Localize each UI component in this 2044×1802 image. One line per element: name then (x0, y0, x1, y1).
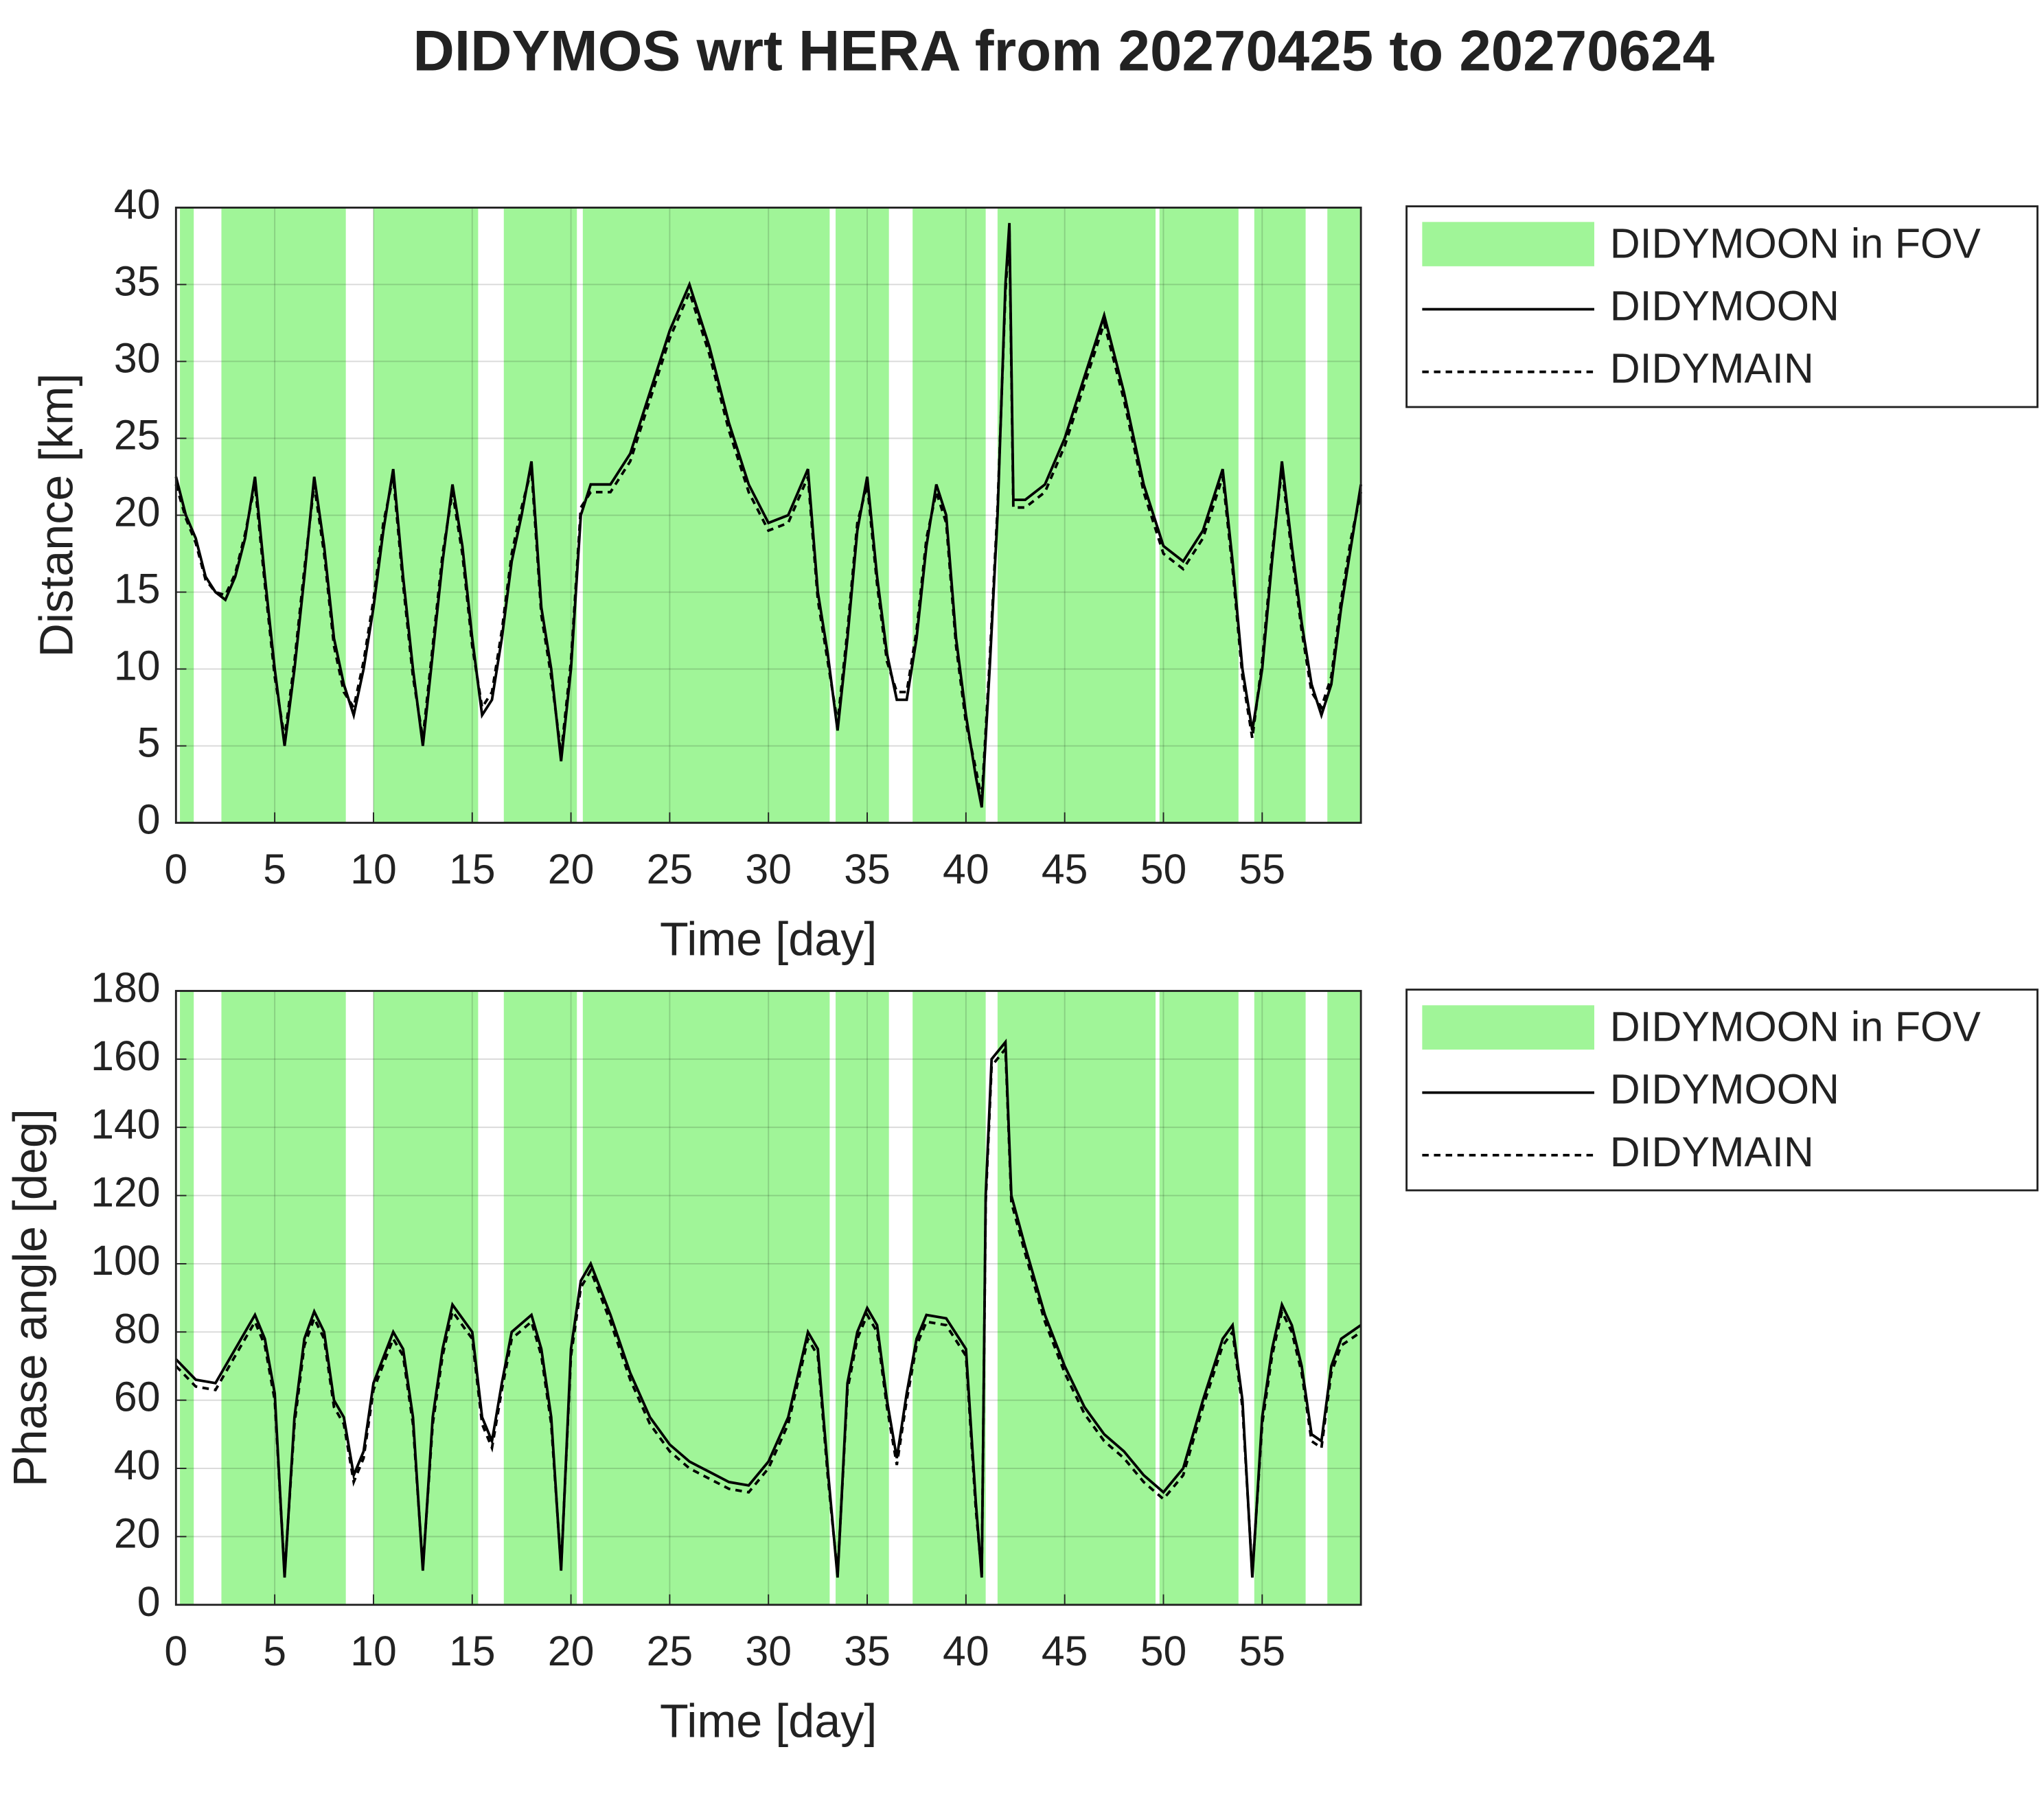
y-tick-label: 20 (114, 1510, 161, 1556)
x-tick-label: 5 (263, 846, 286, 892)
x-tick-label: 50 (1140, 1628, 1187, 1674)
y-tick-label: 40 (114, 181, 161, 227)
y-tick-label: 0 (137, 1578, 161, 1625)
y-tick-label: 160 (91, 1032, 160, 1079)
fov-band (836, 991, 889, 1605)
x-tick-label: 10 (350, 1628, 397, 1674)
x-tick-label: 15 (449, 846, 496, 892)
fov-band (221, 991, 346, 1605)
figure-title: DIDYMOS wrt HERA from 20270425 to 202706… (413, 18, 1714, 82)
axes-box (174, 990, 1362, 1606)
x-tick-label: 10 (350, 846, 397, 892)
x-tick-label: 20 (548, 846, 595, 892)
fov-band (997, 991, 1156, 1605)
x-tick-label: 15 (449, 1628, 496, 1674)
y-tick-label: 35 (114, 258, 161, 305)
series-line (174, 222, 1363, 808)
fov-band (221, 207, 346, 823)
fov-band (836, 207, 889, 823)
legend-swatch (1422, 1005, 1594, 1050)
y-tick-label: 60 (114, 1374, 161, 1420)
y-tick-label: 30 (114, 335, 161, 382)
x-tick-label: 35 (844, 846, 891, 892)
y-tick-label: 40 (114, 1442, 161, 1488)
x-tick-label: 40 (943, 1628, 989, 1674)
y-tick-label: 25 (114, 412, 161, 459)
y-tick-label: 5 (137, 719, 161, 766)
fov-band (1327, 991, 1362, 1605)
x-tick-label: 30 (745, 1628, 792, 1674)
series-line (174, 1045, 1362, 1575)
x-tick-label: 20 (548, 1628, 595, 1674)
fov-band (582, 991, 830, 1605)
fov-band (1159, 207, 1239, 823)
x-tick-label: 0 (164, 846, 187, 892)
series-line (174, 1038, 1362, 1578)
x-tick-label: 0 (164, 1628, 187, 1674)
x-tick-label: 40 (943, 846, 989, 892)
axes-box (174, 207, 1362, 824)
y-tick-label: 140 (91, 1100, 160, 1147)
x-tick-label: 35 (844, 1628, 891, 1674)
x-axis-label: Time [day] (660, 913, 877, 965)
y-axis-label: Phase angle [deg] (4, 1109, 56, 1487)
x-tick-label: 50 (1140, 846, 1187, 892)
y-tick-label: 100 (91, 1237, 160, 1284)
fov-band (912, 991, 986, 1605)
legend-label: DIDYMOON in FOV (1610, 220, 1982, 266)
fov-band (503, 991, 577, 1605)
y-tick-label: 0 (137, 796, 161, 843)
fov-band (1254, 207, 1306, 823)
fov-band (1159, 991, 1239, 1605)
x-tick-label: 55 (1239, 1628, 1286, 1674)
legend-label: DIDYMOON (1610, 283, 1839, 330)
x-tick-label: 45 (1042, 1628, 1088, 1674)
fov-band (1254, 991, 1306, 1605)
y-tick-label: 15 (114, 566, 161, 612)
x-tick-label: 25 (647, 1628, 693, 1674)
y-tick-label: 80 (114, 1305, 161, 1352)
x-tick-label: 45 (1042, 846, 1088, 892)
series-line (174, 230, 1362, 800)
x-tick-label: 30 (745, 846, 792, 892)
fov-band (997, 207, 1156, 823)
x-tick-label: 25 (647, 846, 693, 892)
fov-band (912, 207, 986, 823)
x-tick-label: 55 (1239, 846, 1286, 892)
x-axis-label: Time [day] (660, 1695, 877, 1747)
y-tick-label: 120 (91, 1169, 160, 1216)
y-tick-label: 10 (114, 643, 161, 689)
legend-label: DIDYMAIN (1610, 345, 1814, 392)
legend-label: DIDYMAIN (1610, 1129, 1814, 1175)
y-tick-label: 180 (91, 964, 160, 1011)
legend-swatch (1422, 222, 1594, 266)
legend-label: DIDYMOON in FOV (1610, 1004, 1982, 1050)
fov-band (373, 991, 479, 1605)
y-axis-label: Distance [km] (30, 373, 82, 658)
fov-band (180, 991, 194, 1605)
x-tick-label: 5 (263, 1628, 286, 1674)
y-tick-label: 20 (114, 489, 161, 535)
legend-label: DIDYMOON (1610, 1066, 1839, 1113)
